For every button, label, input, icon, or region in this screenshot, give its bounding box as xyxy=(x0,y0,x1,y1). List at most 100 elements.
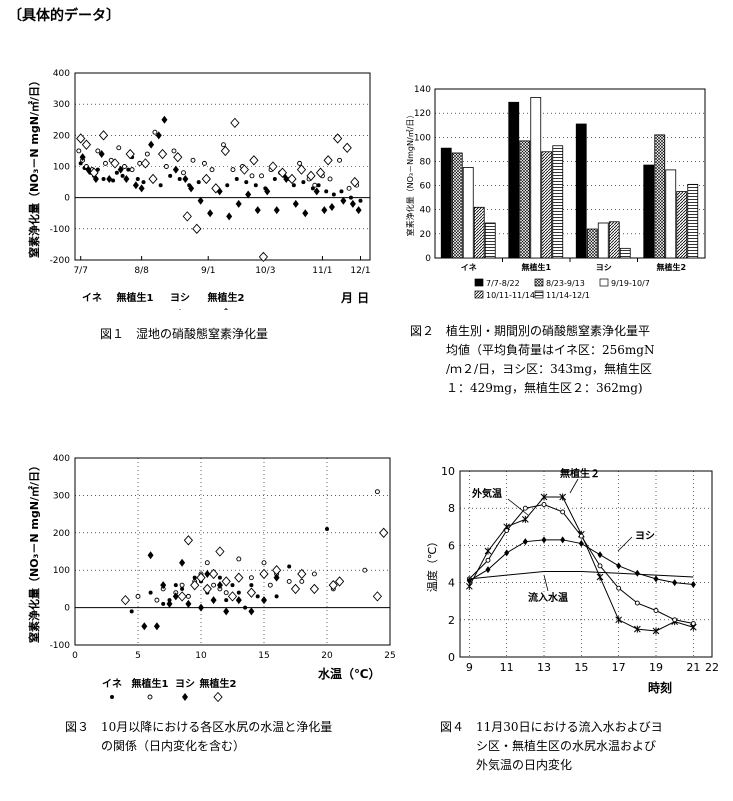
fig2-legend-label: 10/11-11/14 xyxy=(486,291,535,300)
fig2-bar xyxy=(508,101,520,259)
fig1-point xyxy=(277,167,288,178)
fig3-point xyxy=(299,578,305,584)
fig1-point xyxy=(239,164,249,175)
fig2-chart: 0 20 40 60 80 100 120 140 イネ 無植生1 ヨシ 無植生2 窒素浄化量（NO₃－… xyxy=(405,85,706,300)
fig3-point xyxy=(185,599,192,608)
fig1-point xyxy=(296,164,307,175)
fig2-caption-line3: /ｍ２/日，ヨシ区：343mg，無植生区 xyxy=(446,362,653,376)
fig3-legend-marker xyxy=(110,695,114,699)
fig1-legend-label: 無植生2 xyxy=(208,291,245,304)
fig3-point xyxy=(236,556,242,562)
fig2-legend-swatch xyxy=(534,278,544,287)
fig1-point xyxy=(79,153,86,162)
fig4-label-leader xyxy=(569,478,579,494)
fig3-point xyxy=(161,601,166,606)
fig1-point xyxy=(230,167,236,173)
page-header: 〔具体的データ〕 xyxy=(8,8,120,24)
fig2-ytick-label: 80 xyxy=(420,157,432,167)
fig3-point xyxy=(311,571,317,577)
fig3-ytick-label: 0 xyxy=(64,604,70,614)
fig1-xtick-label: 11/1 xyxy=(312,266,332,276)
fig4-point xyxy=(559,493,567,501)
fig3-xtick-label: 15 xyxy=(258,651,269,661)
fig1-point xyxy=(173,151,183,163)
fig4-point xyxy=(485,566,491,574)
fig3-ytick-label: 300 xyxy=(53,491,70,501)
fig1-point xyxy=(182,174,189,183)
fig3-point xyxy=(224,598,229,603)
fig4-series-label: 外気温 xyxy=(471,487,502,500)
fig1-xtick-label: 12/1 xyxy=(350,266,370,276)
fig1-point xyxy=(158,183,163,188)
fig4-point xyxy=(672,617,678,623)
fig2-legend-swatch xyxy=(534,290,544,299)
fig1-point xyxy=(349,199,356,208)
fig4-xtick-label: 22 xyxy=(705,661,719,674)
fig4-point xyxy=(672,579,678,587)
fig1-point xyxy=(313,187,320,196)
fig1-ytick-label: 0 xyxy=(64,194,70,204)
fig1-point xyxy=(76,133,86,144)
fig1-caption: 図１ 湿地の硝酸態窒素浄化量 xyxy=(100,325,370,344)
fig1-legend-marker xyxy=(179,309,181,310)
fig3-point xyxy=(204,569,211,578)
fig2-caption: 図２ 植生別・期間別の硝酸態窒素浄化量平 均値（平均負荷量はイネ区：256mgN… xyxy=(410,322,720,398)
fig1-point xyxy=(122,164,127,169)
fig4-series-label: 流入水温 xyxy=(528,591,568,604)
fig1-point xyxy=(95,148,101,154)
fig1-point xyxy=(129,167,135,173)
fig4-series-label: ヨシ xyxy=(635,530,655,542)
fig1-point xyxy=(117,165,124,174)
fig1-point xyxy=(342,142,352,153)
fig3-xtick-label: 10 xyxy=(195,651,207,661)
fig3-point xyxy=(372,591,383,602)
fig4-point xyxy=(484,547,492,555)
fig3-caption-number: 図３ xyxy=(65,720,90,734)
fig2-category-label: 無植生2 xyxy=(656,262,686,272)
fig3-point xyxy=(235,596,242,605)
fig4-label-leader xyxy=(617,536,633,552)
fig1-point xyxy=(168,173,173,178)
fig3-point xyxy=(160,581,167,590)
fig3-point xyxy=(196,572,206,583)
fig4-xtick-label: 19 xyxy=(649,661,663,674)
fig1-xtick-label: 10/3 xyxy=(255,266,275,276)
fig3-ytick-label: -100 xyxy=(50,641,71,651)
fig1-ytick-label: 200 xyxy=(53,131,70,141)
fig4-point xyxy=(522,505,528,511)
fig1-point xyxy=(297,160,303,166)
fig1-point xyxy=(157,148,168,160)
fig4-xlabel: 時刻 xyxy=(648,680,672,695)
fig3-point xyxy=(243,605,248,610)
fig3-point xyxy=(153,622,160,631)
fig4-point xyxy=(616,585,622,591)
fig4-ytick-label: 6 xyxy=(448,539,455,552)
fig3-point xyxy=(179,582,185,588)
fig2-legend-swatch xyxy=(474,278,484,287)
fig4-xtick-label: 11 xyxy=(500,661,514,674)
fig1-point xyxy=(339,189,344,194)
fig1-point xyxy=(291,183,296,188)
fig3-point xyxy=(202,583,212,595)
fig1-point xyxy=(333,133,343,144)
fig2-bar xyxy=(440,147,452,259)
fig2-category-label: 無植生1 xyxy=(521,262,551,272)
fig2-bar xyxy=(665,169,677,259)
fig1-point xyxy=(144,151,150,157)
fig4-xtick-label: 15 xyxy=(574,661,588,674)
fig2-ytick-label: 140 xyxy=(414,85,431,95)
fig1-point xyxy=(181,170,186,176)
fig3-point xyxy=(215,546,225,557)
fig4-point xyxy=(504,528,510,533)
fig2-bar xyxy=(597,222,609,259)
fig1-point xyxy=(292,199,299,208)
fig3-point xyxy=(129,609,134,614)
fig3-point xyxy=(261,560,267,566)
fig1-point xyxy=(337,157,342,163)
fig1-point xyxy=(101,176,106,181)
fig1-point xyxy=(76,148,82,154)
fig1-point xyxy=(245,190,252,199)
fig3-point xyxy=(217,575,222,580)
fig1-point xyxy=(201,160,207,166)
fig3-point xyxy=(223,607,230,616)
